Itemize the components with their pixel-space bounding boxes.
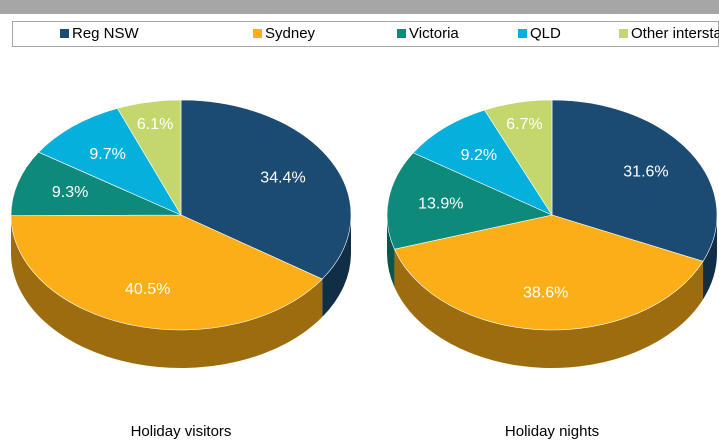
- data-label: 9.3%: [52, 184, 88, 201]
- data-label: 9.7%: [89, 146, 125, 163]
- pie-slice: [386, 152, 553, 250]
- pie-slice: [484, 99, 553, 217]
- pie-slice: [412, 109, 553, 216]
- data-label: 31.6%: [623, 163, 668, 180]
- data-label: 6.7%: [506, 116, 542, 133]
- legend-label: Other interstate: [631, 25, 719, 42]
- legend-swatch: [253, 29, 262, 38]
- data-label: 34.4%: [260, 169, 305, 186]
- legend-label: Victoria: [409, 25, 459, 42]
- data-label: 40.5%: [125, 281, 170, 298]
- legend-box: [12, 21, 719, 47]
- data-label: 6.1%: [137, 116, 173, 133]
- pie-side: [322, 215, 351, 318]
- pie-title: Holiday visitors: [131, 423, 232, 440]
- pie-side: [703, 215, 717, 300]
- pie: 34.4% 40.5% 9.3% 9.7% 6.1% Holiday visitors: [10, 99, 352, 440]
- legend-label: Reg NSW: [72, 25, 140, 42]
- pie-slice: [116, 99, 182, 217]
- pies: 34.4% 40.5% 9.3% 9.7% 6.1% Holiday visitors 31…: [10, 99, 718, 440]
- data-label: 13.9%: [418, 196, 463, 213]
- legend-swatch: [397, 29, 406, 38]
- pie-slice: [180, 99, 352, 280]
- legend: Reg NSW Sydney Victoria QLD Other interstate: [60, 25, 719, 42]
- legend-label: Sydney: [265, 25, 316, 42]
- legend-swatch: [518, 29, 527, 38]
- legend-swatch: [60, 29, 69, 38]
- data-label: 9.2%: [461, 147, 497, 164]
- pie-slice: [38, 107, 182, 216]
- pie-slice: [551, 99, 718, 262]
- pie: 31.6% 38.6% 13.9% 9.2% 6.7% Holiday nights: [386, 99, 718, 440]
- pie-slice: [10, 214, 323, 331]
- legend-label: QLD: [530, 25, 561, 42]
- pie-slice: [394, 214, 704, 331]
- pie-side: [11, 215, 323, 369]
- pie-title: Holiday nights: [505, 423, 599, 440]
- data-label: 38.6%: [523, 284, 568, 301]
- header-bar: [0, 0, 719, 14]
- legend-swatch: [619, 29, 628, 38]
- pie-side: [394, 249, 704, 368]
- pie-slice: [10, 151, 182, 217]
